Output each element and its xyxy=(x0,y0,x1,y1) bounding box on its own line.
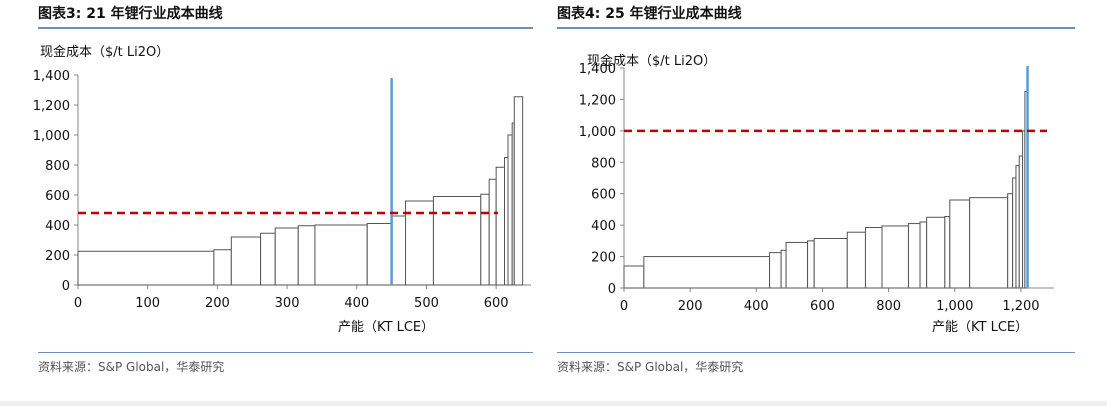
cost-bar xyxy=(513,96,524,286)
y-tick-label: 200 xyxy=(591,251,616,266)
y-tick-label: 600 xyxy=(45,189,70,204)
cost-bar xyxy=(643,256,771,289)
x-tick-label: 600 xyxy=(810,299,835,314)
chart-panel-25: 图表4: 25 年锂行业成本曲线 现金成本（$/t Li2O） 0 200 400 60… xyxy=(557,0,1075,406)
footer-rule xyxy=(38,352,533,353)
x-tick-label: 600 xyxy=(484,296,509,311)
cost-bar xyxy=(432,196,482,286)
y-tick-label: 1,000 xyxy=(33,129,70,144)
x-axis-label: 产能（KT LCE） xyxy=(338,320,434,335)
y-tick-label: 1,000 xyxy=(579,125,616,140)
x-axis-label: 产能（KT LCE） xyxy=(932,320,1028,335)
cost-bar xyxy=(919,221,928,289)
cost-bar xyxy=(230,236,262,286)
cost-bar xyxy=(785,241,809,289)
y-tick-label: 0 xyxy=(62,279,70,294)
cost-bar xyxy=(495,166,506,286)
x-tick-label: 1,200 xyxy=(1002,299,1039,314)
cost-bar xyxy=(77,250,215,286)
x-tick-label: 500 xyxy=(414,296,439,311)
cost-bar xyxy=(846,231,866,289)
cost-bar xyxy=(480,193,490,286)
cost-bar xyxy=(769,252,782,289)
source-note: 资料来源：S&P Global，华泰研究 xyxy=(38,360,225,374)
cost-bar xyxy=(813,238,848,289)
y-tick-label: 1,400 xyxy=(33,69,70,84)
title-rule xyxy=(38,27,533,29)
cost-bar xyxy=(405,200,434,286)
y-tick-label: 1,200 xyxy=(579,93,616,108)
x-tick-label: 0 xyxy=(620,299,628,314)
cost-bar xyxy=(504,157,509,286)
cost-bar xyxy=(391,215,407,286)
cost-bar xyxy=(274,227,299,286)
x-tick-label: 400 xyxy=(744,299,769,314)
chart-title: 图表4: 25 年锂行业成本曲线 xyxy=(557,6,742,22)
title-rule xyxy=(557,27,1075,29)
source-note: 资料来源：S&P Global，华泰研究 xyxy=(557,360,744,374)
cost-bar xyxy=(881,225,909,289)
cost-bar xyxy=(366,223,393,286)
y-tick-label: 1,400 xyxy=(579,62,616,77)
x-tick-label: 200 xyxy=(205,296,230,311)
bottom-bar xyxy=(0,401,1107,406)
x-tick-label: 1,000 xyxy=(936,299,973,314)
cost-bar xyxy=(260,232,276,286)
cost-bar xyxy=(807,240,815,289)
cost-bar xyxy=(780,249,787,289)
x-tick-label: 0 xyxy=(74,296,82,311)
cost-bar xyxy=(213,249,232,286)
x-tick-label: 300 xyxy=(275,296,300,311)
y-tick-label: 800 xyxy=(591,156,616,171)
cost-bar xyxy=(623,265,645,289)
cost-bar xyxy=(907,223,921,289)
x-tick-label: 800 xyxy=(876,299,901,314)
cost-bar xyxy=(507,134,513,286)
cost-bar xyxy=(314,224,368,286)
y-tick-label: 600 xyxy=(591,188,616,203)
cost-bar xyxy=(488,178,497,286)
cost-bar xyxy=(926,216,946,289)
cost-bar xyxy=(864,227,883,289)
chart-title: 图表3: 21 年锂行业成本曲线 xyxy=(38,6,223,22)
cost-curve-chart-25: 现金成本（$/t Li2O） 0 200 400 600 800 1,000 1,200 1,4… xyxy=(579,53,1054,335)
x-tick-label: 200 xyxy=(678,299,703,314)
cost-bar xyxy=(297,225,316,286)
cost-bar xyxy=(1007,193,1014,289)
chart-panel-21: 图表3: 21 年锂行业成本曲线 现金成本（$/t Li2O） 0 200 400 60… xyxy=(33,0,533,406)
cost-curve-chart-21: 现金成本（$/t Li2O） 0 200 400 600 800 1,000 1,200 1,4… xyxy=(33,44,531,335)
y-tick-label: 1,200 xyxy=(33,99,70,114)
y-tick-label: 200 xyxy=(45,249,70,264)
y-axis-label: 现金成本（$/t Li2O） xyxy=(40,44,169,60)
cost-bar xyxy=(969,197,1009,289)
cost-bar xyxy=(949,199,971,289)
x-tick-label: 400 xyxy=(344,296,369,311)
y-tick-label: 0 xyxy=(608,282,616,297)
x-tick-label: 100 xyxy=(135,296,160,311)
footer-rule xyxy=(557,352,1075,353)
y-axis-label: 现金成本（$/t Li2O） xyxy=(587,53,716,69)
y-tick-label: 400 xyxy=(591,219,616,234)
y-tick-label: 800 xyxy=(45,159,70,174)
cost-bar xyxy=(944,216,951,289)
y-tick-label: 400 xyxy=(45,219,70,234)
